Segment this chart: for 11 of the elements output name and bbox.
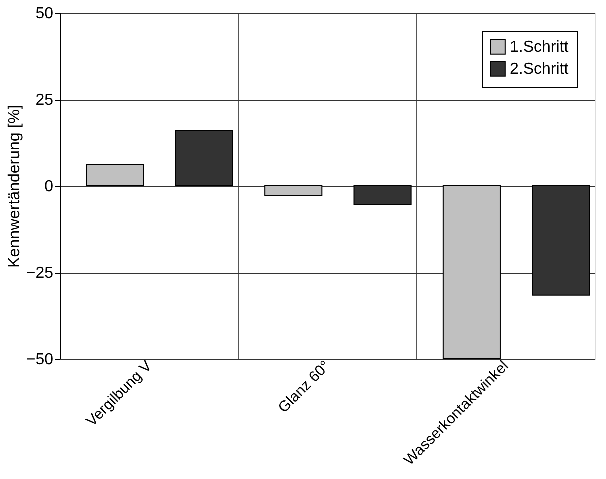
legend-label: 2.Schritt: [510, 61, 570, 78]
y-tick-label: −25: [26, 265, 54, 282]
y-tick-label: 25: [36, 92, 54, 109]
y-tick-label: 50: [36, 6, 54, 22]
y-tick-label: −50: [26, 352, 54, 368]
y-axis-title: Kennwertänderung [%]: [6, 105, 24, 268]
bar: [86, 164, 144, 186]
bar: [264, 186, 323, 196]
bar: [442, 186, 501, 360]
legend-label: 1.Schritt: [510, 39, 570, 56]
y-tick-label: 0: [44, 178, 54, 196]
